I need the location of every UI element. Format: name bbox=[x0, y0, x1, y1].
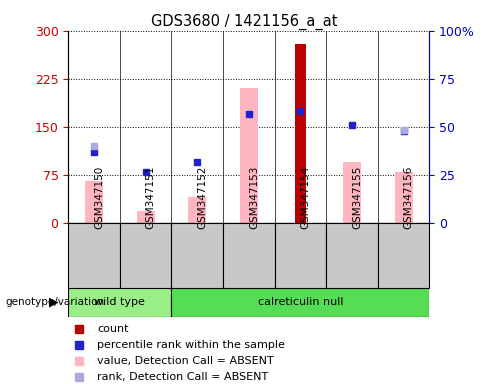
Bar bbox=[240, 88, 258, 223]
Text: genotype/variation: genotype/variation bbox=[5, 297, 104, 308]
Text: value, Detection Call = ABSENT: value, Detection Call = ABSENT bbox=[97, 356, 274, 366]
Text: GSM347153: GSM347153 bbox=[249, 166, 259, 229]
Text: GDS3680 / 1421156_a_at: GDS3680 / 1421156_a_at bbox=[151, 13, 337, 30]
Text: GSM347152: GSM347152 bbox=[197, 166, 207, 229]
FancyBboxPatch shape bbox=[68, 223, 120, 288]
Bar bbox=[395, 172, 413, 223]
Text: calreticulin null: calreticulin null bbox=[258, 297, 343, 308]
FancyBboxPatch shape bbox=[68, 288, 171, 317]
Text: count: count bbox=[97, 323, 129, 334]
Text: wild type: wild type bbox=[95, 297, 145, 308]
Text: GSM347155: GSM347155 bbox=[352, 166, 362, 229]
Text: GSM347154: GSM347154 bbox=[301, 166, 310, 229]
Text: GSM347156: GSM347156 bbox=[404, 166, 414, 229]
FancyBboxPatch shape bbox=[171, 223, 223, 288]
FancyBboxPatch shape bbox=[378, 223, 429, 288]
FancyBboxPatch shape bbox=[171, 288, 429, 317]
Text: rank, Detection Call = ABSENT: rank, Detection Call = ABSENT bbox=[97, 372, 268, 382]
FancyBboxPatch shape bbox=[223, 223, 275, 288]
Bar bbox=[343, 162, 361, 223]
FancyBboxPatch shape bbox=[120, 223, 171, 288]
Text: GSM347150: GSM347150 bbox=[94, 166, 104, 229]
Bar bbox=[188, 197, 206, 223]
Text: ▶: ▶ bbox=[49, 296, 59, 309]
Bar bbox=[295, 43, 306, 223]
Text: GSM347151: GSM347151 bbox=[146, 166, 156, 229]
Bar bbox=[85, 181, 103, 223]
Bar bbox=[137, 211, 155, 223]
Text: percentile rank within the sample: percentile rank within the sample bbox=[97, 340, 285, 350]
FancyBboxPatch shape bbox=[275, 223, 326, 288]
FancyBboxPatch shape bbox=[326, 223, 378, 288]
